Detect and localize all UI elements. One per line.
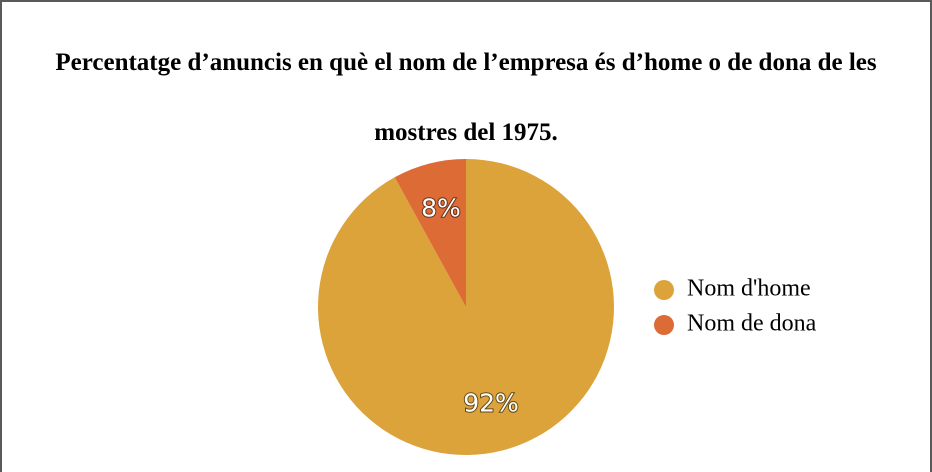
legend-label: Nom de dona — [687, 311, 817, 337]
legend-label: Nom d'home — [687, 276, 811, 302]
pie-slice — [318, 159, 615, 456]
value-label: 8% — [421, 194, 461, 223]
pie-slice — [394, 159, 466, 307]
legend-marker — [654, 280, 674, 300]
value-label: 92% — [463, 388, 519, 417]
chart-title: Percentatge d’anuncis en què el nom de l… — [55, 49, 877, 146]
legend-marker — [654, 315, 674, 335]
